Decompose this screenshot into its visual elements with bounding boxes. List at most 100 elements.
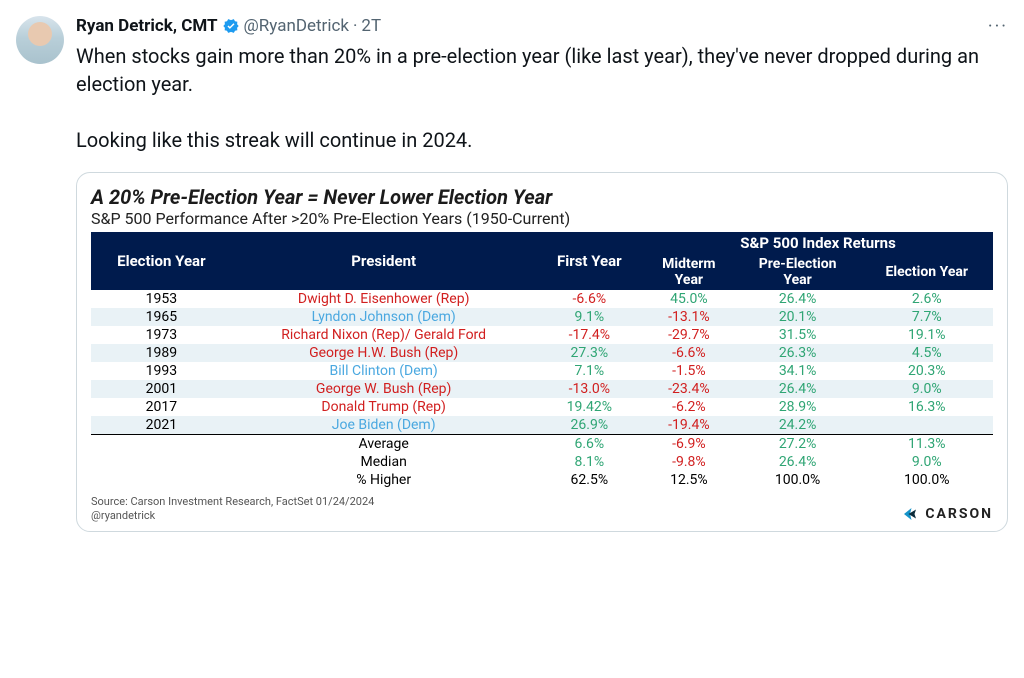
cell-year: 2017: [91, 398, 232, 416]
cell-first-year: 7.1%: [536, 362, 643, 380]
cell-midterm: -6.6%: [643, 344, 735, 362]
cell-first-year: -6.6%: [536, 290, 643, 308]
summary-fy: 6.6%: [536, 435, 643, 454]
cell-first-year: 27.3%: [536, 344, 643, 362]
cell-first-year: 26.9%: [536, 416, 643, 435]
table-row: 1973Richard Nixon (Rep)/ Gerald Ford-17.…: [91, 326, 993, 344]
summary-row: Median8.1%-9.8%26.4%9.0%: [91, 453, 993, 471]
brand-mark-icon: [901, 505, 919, 523]
cell-president: Donald Trump (Rep): [232, 398, 536, 416]
cell-first-year: 9.1%: [536, 308, 643, 326]
tweet-header: Ryan Detrick, CMT @RyanDetrick · 2T: [76, 16, 1008, 36]
col-election-year-ret: Election Year: [860, 254, 993, 290]
cell-first-year: -17.4%: [536, 326, 643, 344]
summary-row: Average6.6%-6.9%27.2%11.3%: [91, 435, 993, 454]
cell-year: 2021: [91, 416, 232, 435]
cell-year: 1993: [91, 362, 232, 380]
cell-preelection: 31.5%: [735, 326, 861, 344]
col-group-returns: S&P 500 Index Returns: [643, 232, 993, 254]
cell-election-year: 19.1%: [860, 326, 993, 344]
summary-ey: 11.3%: [860, 435, 993, 454]
cell-election-year: 9.0%: [860, 380, 993, 398]
summary-pre: 100.0%: [735, 471, 861, 489]
summary-label: Median: [232, 453, 536, 471]
more-options-button[interactable]: ···: [988, 16, 1008, 37]
cell-midterm: -23.4%: [643, 380, 735, 398]
brand-logo: CARSON: [901, 505, 993, 523]
cell-election-year: 20.3%: [860, 362, 993, 380]
cell-president: George W. Bush (Rep): [232, 380, 536, 398]
cell-preelection: 28.9%: [735, 398, 861, 416]
cell-year: 1989: [91, 344, 232, 362]
summary-mid: -9.8%: [643, 453, 735, 471]
cell-election-year: 4.5%: [860, 344, 993, 362]
cell-preelection: 24.2%: [735, 416, 861, 435]
timestamp[interactable]: 2T: [361, 16, 381, 36]
chart-title: A 20% Pre-Election Year = Never Lower El…: [91, 185, 993, 209]
tweet-container: Ryan Detrick, CMT @RyanDetrick · 2T ··· …: [16, 16, 1008, 532]
cell-preelection: 20.1%: [735, 308, 861, 326]
cell-first-year: 19.42%: [536, 398, 643, 416]
tweet-body-text: When stocks gain more than 20% in a pre-…: [76, 42, 1008, 154]
source-line-1: Source: Carson Investment Research, Fact…: [91, 495, 374, 509]
summary-row: % Higher62.5%12.5%100.0%100.0%: [91, 471, 993, 489]
summary-ey: 100.0%: [860, 471, 993, 489]
cell-midterm: -29.7%: [643, 326, 735, 344]
col-midterm: MidtermYear: [643, 254, 735, 290]
user-handle[interactable]: @RyanDetrick: [244, 16, 349, 36]
cell-midterm: -6.2%: [643, 398, 735, 416]
cell-preelection: 26.4%: [735, 380, 861, 398]
summary-label: Average: [232, 435, 536, 454]
chart-subtitle: S&P 500 Performance After >20% Pre-Elect…: [91, 209, 993, 228]
summary-fy: 62.5%: [536, 471, 643, 489]
col-first-year: First Year: [536, 232, 643, 290]
cell-election-year: 16.3%: [860, 398, 993, 416]
cell-midterm: -1.5%: [643, 362, 735, 380]
table-row: 2017Donald Trump (Rep)19.42%-6.2%28.9%16…: [91, 398, 993, 416]
table-row: 2001George W. Bush (Rep)-13.0%-23.4%26.4…: [91, 380, 993, 398]
verified-badge-icon: [222, 17, 240, 35]
col-president: President: [232, 232, 536, 290]
table-row: 1989George H.W. Bush (Rep)27.3%-6.6%26.3…: [91, 344, 993, 362]
cell-year: 2001: [91, 380, 232, 398]
separator-dot: ·: [353, 16, 357, 36]
cell-president: Richard Nixon (Rep)/ Gerald Ford: [232, 326, 536, 344]
cell-midterm: -19.4%: [643, 416, 735, 435]
cell-preelection: 34.1%: [735, 362, 861, 380]
cell-first-year: -13.0%: [536, 380, 643, 398]
tweet-content: Ryan Detrick, CMT @RyanDetrick · 2T ··· …: [76, 16, 1008, 532]
cell-president: Bill Clinton (Dem): [232, 362, 536, 380]
avatar[interactable]: [16, 16, 64, 64]
cell-preelection: 26.4%: [735, 290, 861, 308]
table-row: 1965Lyndon Johnson (Dem)9.1%-13.1%20.1%7…: [91, 308, 993, 326]
performance-table: Election Year President First Year S&P 5…: [91, 232, 993, 489]
table-row: 1993Bill Clinton (Dem)7.1%-1.5%34.1%20.3…: [91, 362, 993, 380]
cell-president: Lyndon Johnson (Dem): [232, 308, 536, 326]
cell-election-year: 2.6%: [860, 290, 993, 308]
cell-preelection: 26.3%: [735, 344, 861, 362]
source-line-2: @ryandetrick: [91, 509, 374, 523]
summary-fy: 8.1%: [536, 453, 643, 471]
source-text: Source: Carson Investment Research, Fact…: [91, 495, 374, 523]
cell-year: 1965: [91, 308, 232, 326]
brand-name: CARSON: [925, 506, 993, 522]
embedded-image-card[interactable]: A 20% Pre-Election Year = Never Lower El…: [76, 172, 1008, 532]
summary-mid: 12.5%: [643, 471, 735, 489]
cell-president: George H.W. Bush (Rep): [232, 344, 536, 362]
summary-label: % Higher: [232, 471, 536, 489]
table-row: 2021Joe Biden (Dem)26.9%-19.4%24.2%: [91, 416, 993, 435]
cell-election-year: [860, 416, 993, 435]
col-preelection: Pre-ElectionYear: [735, 254, 861, 290]
table-row: 1953Dwight D. Eisenhower (Rep)-6.6%45.0%…: [91, 290, 993, 308]
card-footer: Source: Carson Investment Research, Fact…: [91, 495, 993, 523]
cell-president: Joe Biden (Dem): [232, 416, 536, 435]
cell-year: 1973: [91, 326, 232, 344]
display-name[interactable]: Ryan Detrick, CMT: [76, 16, 218, 36]
cell-election-year: 7.7%: [860, 308, 993, 326]
summary-pre: 26.4%: [735, 453, 861, 471]
summary-mid: -6.9%: [643, 435, 735, 454]
col-election-year: Election Year: [91, 232, 232, 290]
summary-pre: 27.2%: [735, 435, 861, 454]
cell-midterm: -13.1%: [643, 308, 735, 326]
table-header: Election Year President First Year S&P 5…: [91, 232, 993, 290]
